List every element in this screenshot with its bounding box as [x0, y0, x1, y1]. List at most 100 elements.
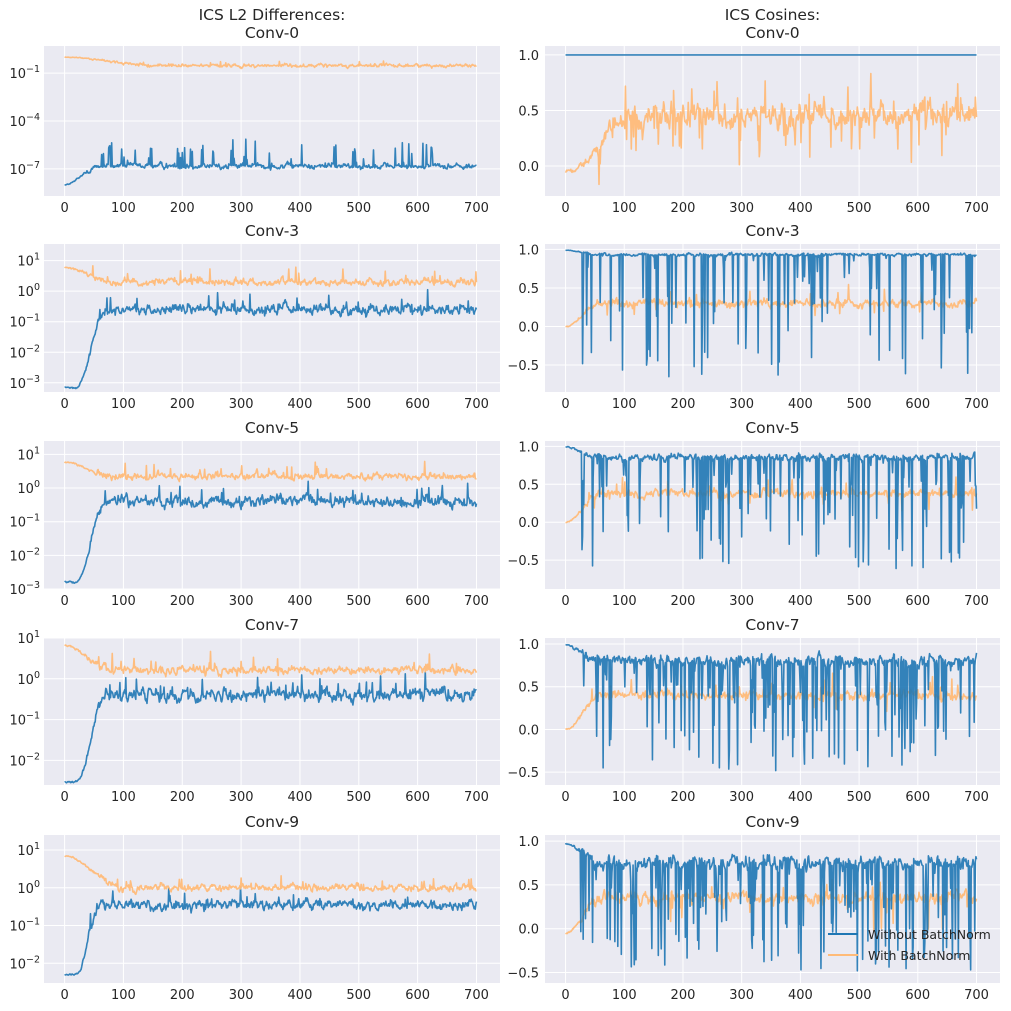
legend: Without BatchNorm With BatchNorm [828, 927, 991, 963]
y-tick-label: 0.5 [518, 478, 539, 493]
grid [44, 46, 500, 196]
x-tick-label: 300 [229, 201, 254, 216]
x-tick-label: 100 [612, 988, 637, 1003]
y-tick-label: 10−1 [9, 313, 40, 331]
subplot-title: Conv-5 [745, 419, 799, 437]
y-tick-label: 10−1 [9, 513, 40, 531]
grid [44, 244, 500, 392]
y-tick-label: 10−2 [9, 343, 40, 361]
subplot-cos-conv-3: 0 100 200 300 400 500 600 700 −0.5 0.0 0.5 1.0 Conv-… [507, 222, 1000, 412]
x-tick-label: 200 [671, 201, 696, 216]
x-tick-label: 500 [346, 790, 371, 805]
x-tick-label: 600 [405, 594, 430, 609]
x-tick-label: 600 [905, 988, 930, 1003]
x-tick-label: 300 [729, 790, 754, 805]
x-tick-label: 400 [288, 201, 313, 216]
subplot-title: Conv-5 [245, 419, 299, 437]
series-line-with-batchnorm [64, 56, 477, 70]
x-tick-label: 300 [229, 988, 254, 1003]
x-tick-label: 100 [111, 594, 136, 609]
y-tick-label: 0.0 [518, 516, 539, 531]
x-tick-label: 200 [671, 988, 696, 1003]
y-tick-label: 0.5 [518, 104, 539, 119]
x-tick-label: 400 [788, 397, 813, 412]
x-tick-label: 500 [346, 988, 371, 1003]
y-tick-label: −0.5 [507, 359, 539, 374]
series-line-with-batchnorm [64, 644, 478, 678]
x-tick-label: 200 [170, 397, 195, 412]
x-tick-label: 100 [111, 790, 136, 805]
x-tick-label: 600 [405, 790, 430, 805]
series-line-without-batchnorm [64, 886, 478, 976]
x-tick-label: 100 [612, 594, 637, 609]
y-tick-label: 1.0 [518, 49, 539, 64]
x-tick-label: 400 [288, 790, 313, 805]
x-tick-label: 200 [170, 988, 195, 1003]
y-tick-label: 0.0 [518, 923, 539, 938]
subplot-title: Conv-3 [745, 222, 799, 240]
y-tick-label: 100 [17, 670, 40, 688]
x-tick-label: 500 [847, 988, 872, 1003]
y-tick-label: 0.0 [518, 160, 539, 175]
x-tick-label: 400 [288, 397, 313, 412]
y-tick-label: 10−2 [9, 751, 40, 769]
subplot-l2-conv-5: 0 100 200 300 400 500 600 700 10−3 10−2 10−1 100 101… [9, 419, 500, 609]
x-tick-label: 400 [288, 988, 313, 1003]
y-tick-label: 101 [17, 445, 40, 463]
x-tick-label: 700 [964, 790, 989, 805]
x-tick-label: 300 [229, 594, 254, 609]
y-tick-label: 0.0 [518, 723, 539, 738]
subplot-l2-conv-9: 0 100 200 300 400 500 600 700 10−2 10−1 100 101 Conv… [9, 813, 500, 1003]
x-tick-label: 500 [346, 594, 371, 609]
x-tick-label: 200 [671, 594, 696, 609]
x-tick-label: 200 [170, 594, 195, 609]
x-tick-label: 200 [170, 790, 195, 805]
x-tick-label: 100 [612, 790, 637, 805]
column-title: ICS Cosines: [725, 6, 821, 24]
x-tick-label: 700 [464, 594, 489, 609]
x-tick-label: 400 [788, 790, 813, 805]
x-tick-label: 500 [847, 790, 872, 805]
grid [44, 637, 500, 785]
y-tick-label: 1.0 [518, 440, 539, 455]
x-tick-label: 600 [905, 201, 930, 216]
y-tick-label: 10−7 [9, 160, 40, 178]
subplot-cos-conv-0: 0 100 200 300 400 500 600 700 0.0 0.5 1.0 Conv-0ICS… [518, 6, 1000, 216]
subplot-cos-conv-9: 0 100 200 300 400 500 600 700 −0.5 0.0 0.5 1.0 Conv-… [507, 813, 1000, 1003]
x-tick-label: 300 [729, 201, 754, 216]
x-tick-label: 600 [405, 988, 430, 1003]
y-tick-label: 0.5 [518, 282, 539, 297]
y-tick-label: 101 [17, 841, 40, 859]
subplot-l2-conv-0: 0 100 200 300 400 500 600 700 10−7 10−4 10−1 Conv-0… [9, 6, 500, 216]
subplot-cos-conv-7: 0 100 200 300 400 500 600 700 −0.5 0.0 0.5 1.0 Conv-… [507, 616, 1000, 805]
plot-area [44, 441, 500, 589]
x-tick-label: 500 [847, 594, 872, 609]
x-tick-label: 700 [964, 988, 989, 1003]
x-tick-label: 0 [60, 790, 68, 805]
x-tick-label: 400 [788, 988, 813, 1003]
subplot-title: Conv-7 [245, 616, 299, 634]
series-line-with-batchnorm [64, 855, 477, 896]
series-line-with-batchnorm [564, 72, 978, 186]
y-tick-label: 100 [17, 479, 40, 497]
y-tick-label: 1.0 [518, 243, 539, 258]
x-tick-label: 300 [729, 397, 754, 412]
x-tick-label: 0 [60, 201, 68, 216]
x-tick-label: 600 [905, 790, 930, 805]
x-tick-label: 0 [561, 397, 569, 412]
subplot-l2-conv-3: 0 100 200 300 400 500 600 700 10−3 10−2 10−1 100 101… [9, 222, 500, 412]
x-tick-label: 500 [847, 201, 872, 216]
x-tick-label: 200 [671, 790, 696, 805]
series-line-without-batchnorm [565, 445, 978, 570]
series-line-without-batchnorm [64, 288, 478, 390]
plot-area [44, 244, 500, 392]
y-tick-label: 10−2 [9, 954, 40, 972]
y-tick-label: 10−1 [9, 64, 40, 82]
series-line-without-batchnorm [565, 249, 977, 378]
x-tick-label: 700 [964, 397, 989, 412]
x-tick-label: 500 [346, 201, 371, 216]
x-tick-label: 100 [111, 988, 136, 1003]
grid [44, 441, 500, 590]
x-tick-label: 200 [170, 201, 195, 216]
